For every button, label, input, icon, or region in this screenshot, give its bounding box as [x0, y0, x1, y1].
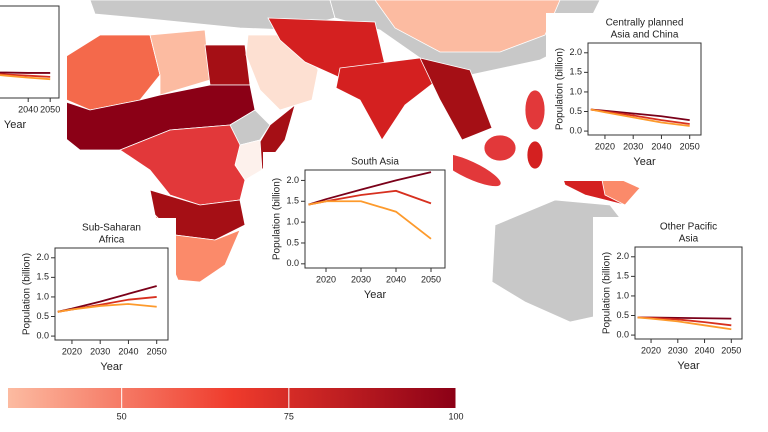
x-axis-label: Year — [364, 289, 387, 301]
egypt — [204, 44, 251, 86]
x-tick-label: 2040 — [386, 274, 406, 284]
y-tick-label: 0.0 — [286, 258, 299, 268]
y-tick-label: 1.5 — [36, 272, 49, 282]
y-axis-label: Population (billion) — [22, 253, 33, 335]
x-tick-label: 2040 — [651, 141, 671, 151]
inset-title: Asia — [679, 234, 699, 245]
y-tick-label: 1.0 — [286, 217, 299, 227]
colorbar-tick-label: 100 — [448, 411, 463, 421]
x-tick-label: 2020 — [316, 274, 336, 284]
x-tick-label: 2030 — [668, 345, 688, 355]
x-tick-label: 2020 — [641, 345, 661, 355]
y-tick-label: 0.0 — [616, 329, 629, 339]
x-axis-label: Year — [4, 119, 27, 131]
y-tick-label: 1.5 — [569, 67, 582, 77]
x-tick-label: 2050 — [421, 274, 441, 284]
y-tick-label: 0.0 — [569, 125, 582, 135]
inset-title: Sub-Saharan — [82, 223, 141, 234]
x-tick-label: 2050 — [680, 141, 700, 151]
y-tick-label: 0.5 — [286, 237, 299, 247]
y-tick-label: 0.5 — [616, 310, 629, 320]
series-line — [0, 73, 51, 78]
y-axis-label: Population (billion) — [602, 252, 613, 334]
series-line — [57, 303, 157, 313]
plot-frame — [304, 169, 446, 269]
series-line — [0, 74, 51, 81]
series-line — [308, 200, 432, 240]
y-tick-label: 1.0 — [569, 86, 582, 96]
y-tick-label: 2.0 — [569, 47, 582, 57]
series-line — [590, 108, 690, 127]
philippines — [524, 89, 546, 131]
x-tick-label: 2050 — [147, 346, 167, 356]
x-axis-label: Year — [100, 361, 123, 373]
plot-frame — [0, 5, 60, 99]
india — [335, 57, 441, 141]
inset-title: South Asia — [351, 157, 399, 168]
borneo — [483, 134, 517, 162]
inset-chart: South Asia 0.0 0.5 1.0 1.5 2.0 2020 2030 2040 205… — [263, 152, 453, 314]
y-tick-label: 1.5 — [286, 196, 299, 206]
y-tick-label: 2.0 — [616, 251, 629, 261]
y-tick-label: 2.0 — [36, 252, 49, 262]
colorbar-tick-label: 75 — [284, 411, 294, 421]
inset-title: Other Pacific — [660, 222, 717, 233]
x-axis-label: Year — [633, 156, 656, 168]
x-tick-label: 2020 — [595, 141, 615, 151]
y-tick-label: 1.5 — [616, 271, 629, 281]
x-axis-label: Year — [677, 360, 700, 372]
colorbar-tick-label: 50 — [117, 411, 127, 421]
x-tick-label: 2030 — [90, 346, 110, 356]
inset-title: Asia and China — [611, 30, 679, 41]
x-tick-label: 2040 — [695, 345, 715, 355]
series-line — [308, 171, 432, 206]
china — [374, 0, 561, 53]
y-tick-label: 0.5 — [569, 106, 582, 116]
x-tick-label: 2050 — [40, 104, 60, 114]
y-tick-label: 2.0 — [286, 175, 299, 185]
inset-chart: 2040 2050 Year — [0, 0, 67, 144]
central-africa — [119, 124, 246, 206]
colorbar — [8, 388, 456, 408]
x-tick-label: 2040 — [18, 104, 38, 114]
x-tick-label: 2050 — [721, 345, 741, 355]
y-tick-label: 1.0 — [616, 290, 629, 300]
plot-frame — [587, 42, 702, 136]
inset-title: Africa — [99, 235, 125, 246]
y-tick-label: 0.5 — [36, 311, 49, 321]
x-tick-label: 2030 — [351, 274, 371, 284]
y-tick-label: 1.0 — [36, 291, 49, 301]
y-axis-label: Population (billion) — [555, 48, 566, 130]
north-africa-east — [149, 29, 211, 96]
mainland-southeast-asia — [419, 57, 493, 141]
plot-frame — [54, 247, 169, 341]
series-line — [637, 316, 732, 331]
x-tick-label: 2030 — [623, 141, 643, 151]
inset-title: Centrally planned — [606, 18, 684, 29]
x-tick-label: 2040 — [118, 346, 138, 356]
y-axis-label: Population (billion) — [272, 178, 283, 260]
y-tick-label: 0.0 — [36, 330, 49, 340]
sulawesi — [526, 140, 544, 170]
x-tick-label: 2020 — [62, 346, 82, 356]
